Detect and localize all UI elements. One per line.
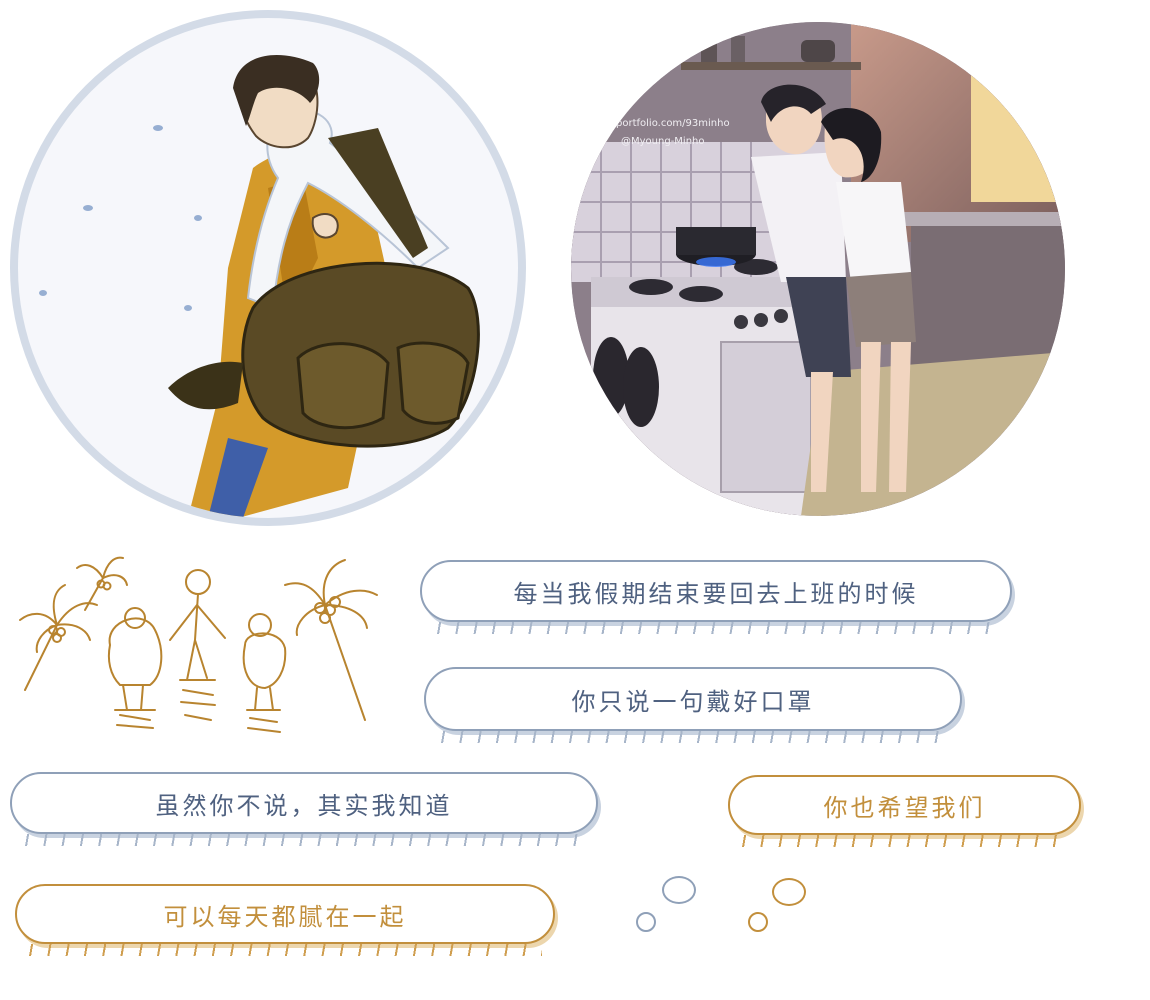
thought-dot-small-gold [748, 912, 768, 932]
couple-cooking-illustration: portfolio.com/93minho @Myoung-Minho [571, 22, 1065, 516]
speech-bubble-4-text: 你也希望我们 [823, 793, 986, 822]
speech-bubble-5-text: 可以每天都腻在一起 [163, 902, 407, 931]
family-doodle [19, 556, 378, 733]
thought-dot-large-gold [772, 878, 806, 906]
man-walking-drawing [18, 18, 518, 518]
speech-bubble-4: 你也希望我们 [728, 775, 1081, 835]
bubble-5-shading [22, 944, 542, 956]
thought-dot-small-blue [636, 912, 656, 932]
bubble-1-shading [430, 622, 990, 634]
bubble-3-shading [18, 834, 578, 846]
speech-bubble-1: 每当我假期结束要回去上班的时候 [420, 560, 1012, 622]
watermark-handle: @Myoung-Minho [621, 136, 705, 147]
bubble-2-shading [434, 731, 944, 743]
thought-dot-large-blue [662, 876, 696, 904]
speech-bubble-2-text: 你只说一句戴好口罩 [571, 687, 815, 716]
watermark-portfolio: portfolio.com/93minho [616, 118, 730, 129]
speech-bubble-3-text: 虽然你不说，其实我知道 [155, 791, 453, 820]
speech-bubble-1-text: 每当我假期结束要回去上班的时候 [513, 579, 919, 608]
bubble-4-shading [735, 835, 1070, 847]
speech-bubble-5: 可以每天都腻在一起 [15, 884, 555, 944]
speech-bubble-2: 你只说一句戴好口罩 [424, 667, 962, 731]
man-walking-illustration [10, 10, 526, 526]
couple-cooking-drawing: portfolio.com/93minho @Myoung-Minho [571, 22, 1065, 516]
speech-bubble-3: 虽然你不说，其实我知道 [10, 772, 598, 834]
